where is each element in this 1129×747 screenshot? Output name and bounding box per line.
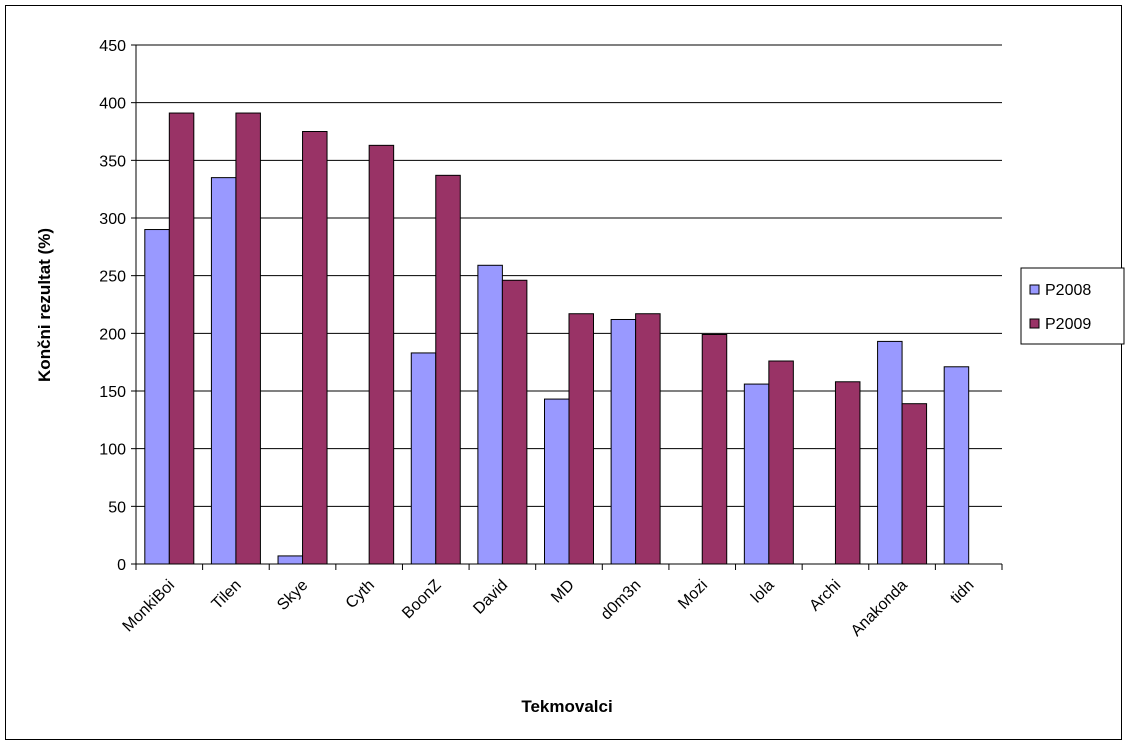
x-tick-labels: MonkiBoi Tilen Skye Cyth BoonZ David MD d0m3n Mo…	[120, 577, 978, 640]
bar-p2009-david	[501, 279, 528, 565]
y-tick-label: 300	[99, 211, 126, 228]
legend: P2008 P2009	[1020, 267, 1125, 345]
bar-p2009-boonz	[435, 174, 461, 565]
x-tick-label: MD	[548, 577, 578, 607]
x-tick-label: lola	[748, 577, 778, 607]
x-tick-label: tidn	[947, 577, 977, 607]
x-tick-label: BoonZ	[399, 577, 445, 623]
y-tick-label: 400	[99, 96, 126, 113]
x-tick-label: Archi	[806, 577, 844, 615]
y-axis-title: Končni rezultat (%)	[35, 228, 54, 382]
bar-p2009-lola	[768, 360, 794, 565]
x-tick-label: MonkiBoi	[120, 577, 179, 636]
bar-p2009-anakonda	[901, 403, 928, 565]
x-tick-label: David	[470, 577, 511, 618]
bar-p2008-tidn	[943, 366, 970, 565]
bar-p2009-tilen	[235, 112, 261, 565]
y-tick-label: 450	[99, 38, 126, 55]
bar-p2009-skye	[302, 131, 328, 565]
bar-p2008-tilen	[210, 177, 237, 565]
bars	[144, 112, 970, 565]
x-tick-label: d0m3n	[598, 577, 645, 624]
bar-p2009-cyth	[368, 144, 395, 565]
x-tick-label: Skye	[274, 577, 311, 614]
y-tick-label: 200	[99, 326, 126, 343]
x-tick-label: Tilen	[209, 577, 245, 613]
x-tick-label: Mozi	[675, 577, 711, 613]
y-tick-label: 50	[108, 499, 126, 516]
legend-swatch-p2008	[1029, 284, 1040, 295]
bar-p2008-boonz	[410, 352, 437, 565]
x-tick-label: Cyth	[343, 577, 378, 612]
bar-p2008-d0m3n	[610, 318, 637, 565]
x-tick-label: Anakonda	[848, 577, 911, 640]
legend-swatch-p2009	[1029, 318, 1040, 329]
y-tick-label: 350	[99, 153, 126, 170]
y-tick-label: 250	[99, 269, 126, 286]
bar-p2008-md	[544, 398, 570, 565]
legend-label-p2009: P2009	[1045, 316, 1091, 333]
bar-p2008-monkiboi	[144, 229, 170, 565]
bar-p2008-lola	[743, 383, 770, 565]
bar-p2009-d0m3n	[635, 313, 661, 565]
bar-p2008-skye	[277, 555, 304, 565]
y-tick-labels: 0 50 100 150 200 250 300 350 400 450	[99, 38, 126, 574]
bar-p2009-archi	[834, 381, 861, 565]
legend-label-p2008: P2008	[1045, 282, 1091, 299]
x-axis-title: Tekmovalci	[521, 697, 612, 716]
axes	[131, 44, 1003, 570]
y-tick-label: 150	[99, 384, 126, 401]
bar-p2008-david	[477, 264, 503, 565]
legend-box	[1020, 267, 1125, 345]
bar-p2009-mozi	[701, 333, 728, 565]
y-tick-label: 100	[99, 442, 126, 459]
bar-p2009-md	[568, 313, 594, 565]
y-tick-label: 0	[117, 557, 126, 574]
bar-p2008-anakonda	[877, 340, 903, 565]
bar-p2009-monkiboi	[168, 112, 195, 565]
